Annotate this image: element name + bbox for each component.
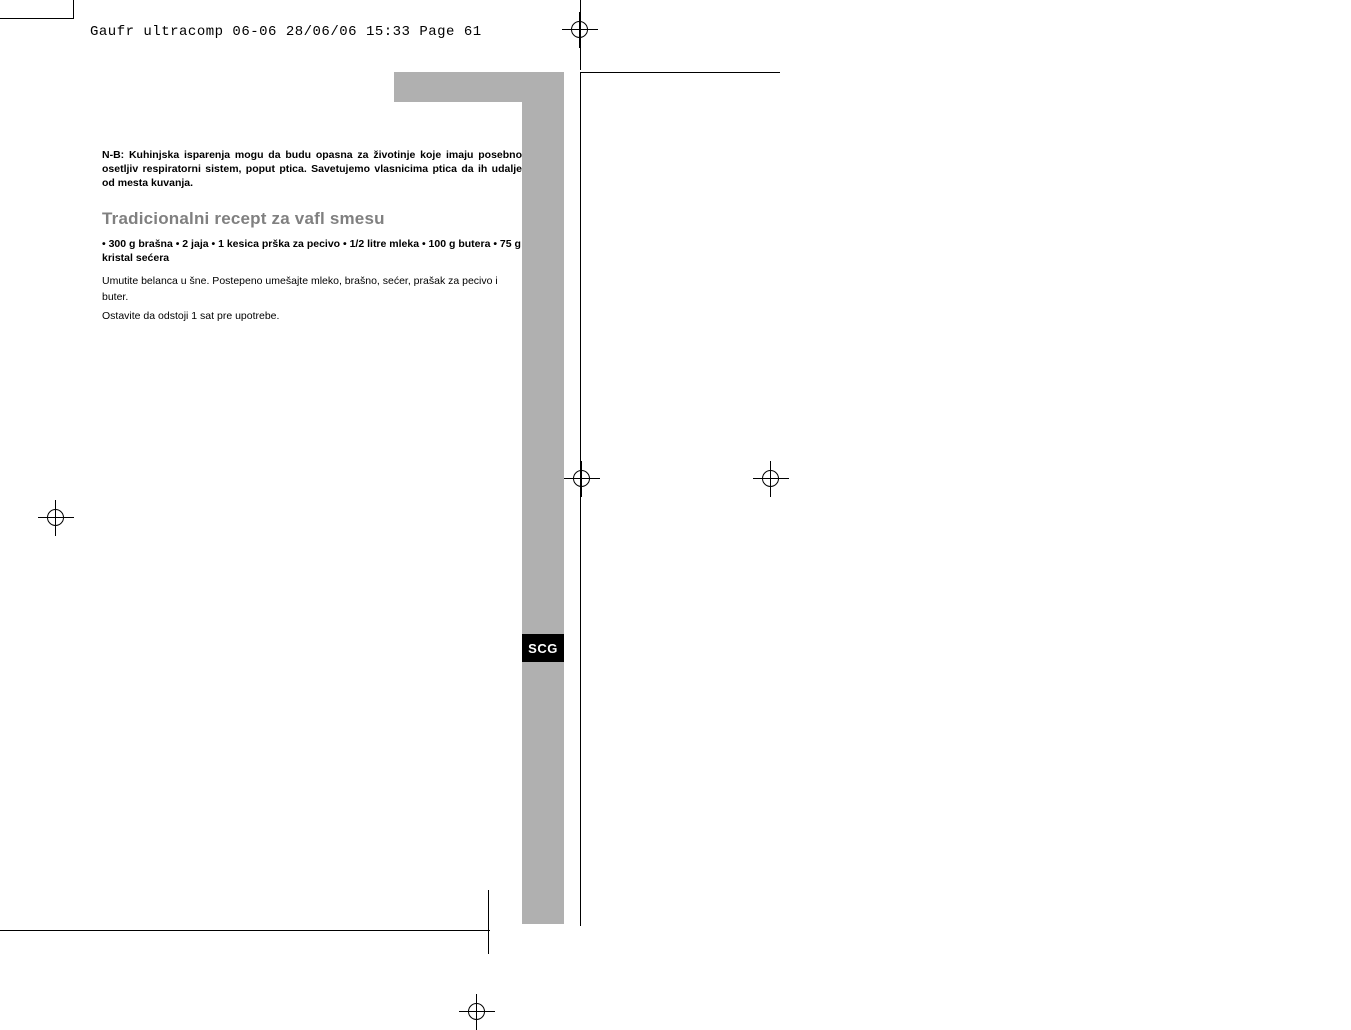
crop-mark bbox=[73, 0, 74, 18]
registration-mark-icon bbox=[564, 461, 600, 497]
registration-mark-icon bbox=[753, 461, 789, 497]
registration-mark-icon bbox=[562, 12, 598, 48]
crop-mark bbox=[0, 18, 74, 19]
page-content: N-B: Kuhinjska isparenja mogu da budu op… bbox=[102, 148, 522, 328]
ingredients-list: • 300 g brašna • 2 jaja • 1 kesica prška… bbox=[102, 237, 522, 265]
crop-mark bbox=[0, 930, 490, 931]
registration-mark-icon bbox=[38, 500, 74, 536]
crop-mark bbox=[488, 890, 489, 954]
crop-mark bbox=[580, 72, 780, 73]
recipe-heading: Tradicionalni recept za vafl smesu bbox=[102, 209, 522, 229]
language-badge: SCG bbox=[522, 634, 564, 662]
safety-note: N-B: Kuhinjska isparenja mogu da budu op… bbox=[102, 148, 522, 191]
instructions-line-2: Ostavite da odstoji 1 sat pre upotrebe. bbox=[102, 308, 522, 324]
page-slug: Gaufr ultracomp 06-06 28/06/06 15:33 Pag… bbox=[90, 24, 482, 40]
registration-mark-icon bbox=[459, 994, 495, 1030]
instructions-line-1: Umutite belanca u šne. Postepeno umešajt… bbox=[102, 273, 522, 306]
decorative-sidebar bbox=[522, 72, 564, 924]
crop-mark bbox=[580, 72, 581, 926]
